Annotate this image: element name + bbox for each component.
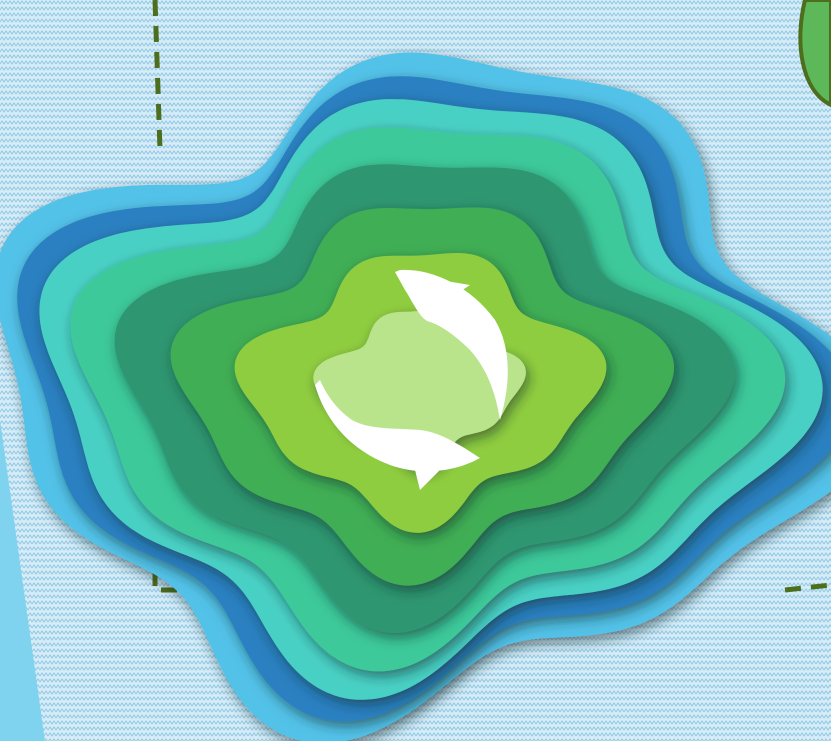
layers — [0, 52, 831, 741]
fish — [315, 380, 480, 490]
side-shape — [0, 420, 45, 741]
fish-group — [315, 269, 508, 490]
fish — [395, 269, 508, 420]
